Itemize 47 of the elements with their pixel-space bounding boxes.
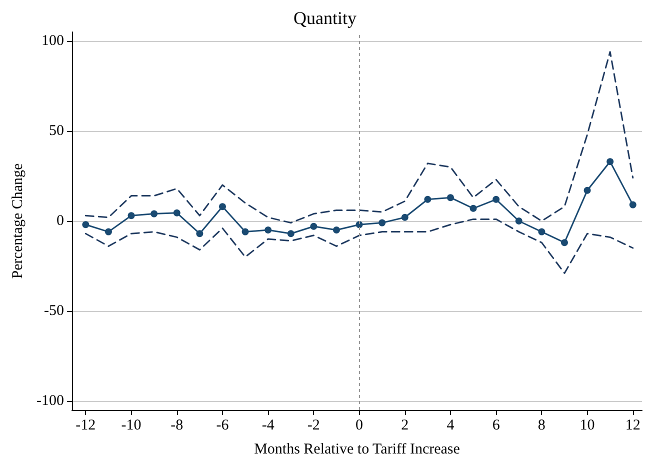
- y-axis-title: Percentage Change: [10, 162, 26, 279]
- point: [378, 219, 386, 226]
- y-tick-label: -100: [36, 393, 64, 409]
- x-tick-label: -8: [170, 418, 184, 434]
- point: [242, 228, 249, 236]
- point: [424, 196, 432, 203]
- x-tick-label: 4: [446, 418, 455, 434]
- point: [196, 230, 204, 238]
- x-axis-title: Months Relative to Tariff Increase: [254, 442, 460, 458]
- line-series: [84, 218, 634, 274]
- y-tick-label: 0: [56, 213, 64, 229]
- x-tick-label: 2: [401, 418, 409, 434]
- line-series: [84, 51, 634, 224]
- y-tick-label: 50: [49, 123, 64, 139]
- point: [310, 222, 318, 230]
- y-tick-label: 100: [42, 33, 64, 49]
- x-tick-label: 12: [625, 418, 640, 434]
- point: [538, 228, 546, 236]
- x-tick-label: -2: [307, 418, 320, 434]
- x-tick-label: 0: [356, 418, 364, 434]
- point: [104, 228, 112, 236]
- point: [150, 210, 158, 218]
- x-tick-label: 10: [580, 418, 595, 434]
- x-tick-label: -4: [262, 418, 275, 434]
- point: [82, 221, 90, 228]
- point: [470, 204, 477, 212]
- point: [401, 214, 408, 221]
- y-tick-label: -50: [44, 303, 64, 319]
- chart-title: Quantity: [294, 8, 356, 28]
- point: [287, 230, 294, 238]
- point: [560, 239, 568, 246]
- x-tick-label: -12: [76, 418, 96, 434]
- point: [218, 203, 226, 210]
- point: [629, 201, 636, 208]
- point: [264, 226, 272, 234]
- x-tick-label: -6: [216, 418, 230, 434]
- point: [492, 196, 500, 203]
- point: [332, 226, 340, 234]
- point: [446, 194, 454, 202]
- point: [128, 212, 135, 220]
- x-tick-label: 6: [492, 418, 500, 434]
- point: [515, 218, 522, 224]
- point: [173, 209, 180, 216]
- point: [584, 186, 591, 194]
- x-tick-label: -10: [121, 418, 142, 434]
- point: [606, 158, 614, 166]
- x-tick-label: 8: [538, 418, 546, 434]
